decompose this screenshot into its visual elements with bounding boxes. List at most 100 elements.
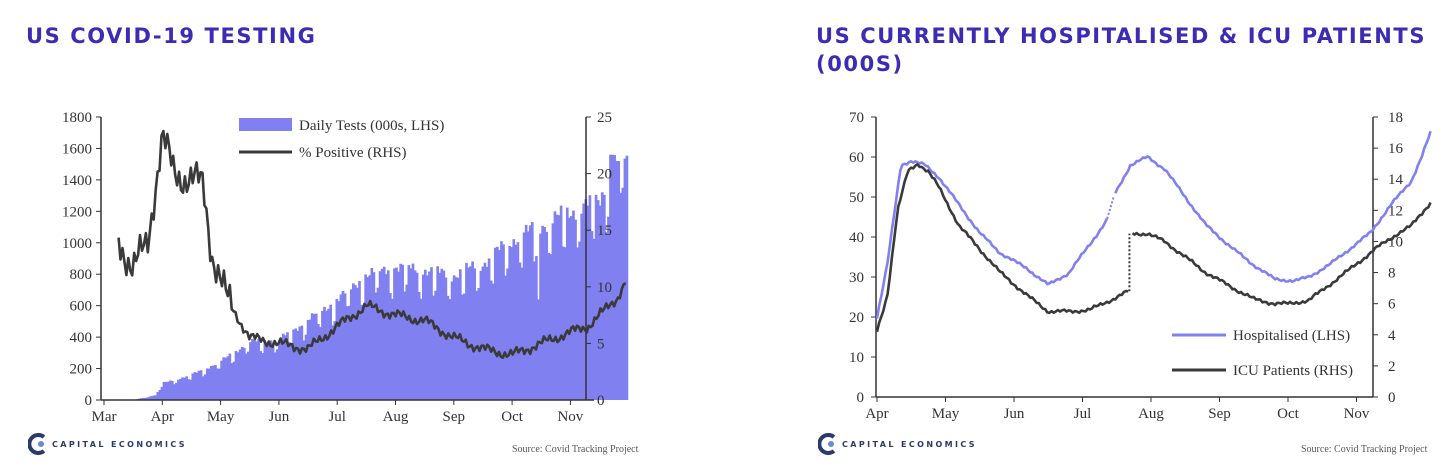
bar-daily-tests: [578, 241, 581, 400]
bar-daily-tests: [321, 310, 324, 400]
bar-daily-tests: [537, 299, 540, 400]
bar-daily-tests: [261, 353, 265, 400]
y-left-tick-label: 1000: [62, 236, 92, 252]
line-icu: [875, 163, 1129, 333]
bar-daily-tests: [621, 187, 625, 400]
bar-daily-tests: [520, 267, 524, 400]
bar-daily-tests: [310, 313, 314, 400]
bar-daily-tests: [267, 343, 271, 400]
x-tick-label: Aug: [383, 409, 409, 425]
y-left-tick-label: 200: [70, 362, 93, 378]
bar-daily-tests: [430, 267, 433, 400]
bar-daily-tests: [331, 325, 335, 400]
x-tick-label: May: [932, 406, 960, 422]
bar-daily-tests: [341, 290, 345, 400]
bar-daily-tests: [407, 265, 411, 400]
bar-daily-tests: [368, 275, 372, 400]
bar-daily-tests: [162, 381, 166, 400]
bar-daily-tests: [493, 247, 497, 400]
bar-daily-tests: [164, 381, 168, 400]
y-right-tick-label: 16: [1388, 141, 1404, 157]
bar-daily-tests: [557, 215, 561, 400]
bar-daily-tests: [302, 340, 306, 400]
bar-daily-tests: [605, 232, 608, 400]
bar-daily-tests: [212, 365, 215, 400]
bar-daily-tests: [370, 267, 374, 400]
bar-daily-tests: [236, 352, 240, 400]
capital-economics-logo-icon: [28, 433, 46, 455]
bar-daily-tests: [140, 398, 143, 400]
bar-daily-tests: [483, 262, 487, 400]
bar-daily-tests: [177, 379, 180, 400]
bar-daily-tests: [232, 361, 236, 400]
bar-daily-tests: [598, 205, 602, 400]
bar-daily-tests: [434, 290, 437, 400]
bar-daily-tests: [596, 200, 600, 400]
bar-daily-tests: [244, 353, 248, 400]
bar-daily-tests: [376, 287, 380, 400]
bar-daily-tests: [588, 195, 592, 400]
bar-daily-tests: [582, 203, 586, 400]
bar-daily-tests: [323, 306, 326, 400]
x-tick-label: Mar: [92, 409, 117, 425]
x-tick-label: Sep: [443, 409, 466, 425]
bar-daily-tests: [358, 280, 361, 400]
bar-daily-tests: [191, 373, 195, 400]
bar-daily-tests: [253, 339, 256, 400]
bar-daily-tests: [563, 247, 567, 400]
bar-daily-tests: [181, 377, 184, 400]
legend-label-hosp: Hospitalised (LHS): [1233, 328, 1350, 344]
line-hospitalised: [875, 160, 1109, 319]
bar-daily-tests: [465, 262, 468, 400]
bar-daily-tests: [446, 295, 450, 400]
bar-daily-tests: [329, 304, 332, 400]
bar-daily-tests: [222, 357, 226, 400]
bar-daily-tests: [214, 365, 217, 400]
bar-daily-tests: [179, 378, 182, 400]
bar-daily-tests: [288, 342, 291, 400]
bar-daily-tests: [279, 337, 283, 400]
bar-daily-tests: [467, 267, 470, 400]
bar-daily-tests: [314, 313, 318, 400]
bar-daily-tests: [516, 242, 520, 400]
bar-daily-tests: [308, 319, 312, 400]
bar-daily-tests: [524, 224, 528, 400]
bar-daily-tests: [553, 211, 557, 400]
bar-daily-tests: [426, 275, 429, 400]
bar-daily-tests: [397, 271, 400, 400]
bar-daily-tests: [316, 323, 320, 400]
testing-axes: 0 200 400 600 800 1000 1200 1400 1600 1800 0 5 10 15 2…: [62, 110, 612, 425]
bar-daily-tests: [183, 377, 186, 400]
bar-daily-tests: [197, 370, 201, 400]
bar-daily-tests: [378, 271, 382, 400]
y-right-tick-label: 0: [597, 393, 605, 409]
x-tick-label: Nov: [557, 409, 583, 425]
bar-daily-tests: [205, 368, 209, 400]
bar-daily-tests: [415, 272, 419, 400]
bar-daily-tests: [386, 270, 390, 400]
bar-daily-tests: [255, 341, 258, 400]
bar-daily-tests: [485, 266, 489, 400]
bar-daily-tests: [539, 233, 542, 400]
bar-daily-tests: [417, 291, 421, 400]
bar-daily-tests: [613, 155, 616, 400]
y-left-tick-label: 50: [849, 190, 864, 206]
bar-daily-tests: [230, 363, 234, 400]
bar-daily-tests: [349, 289, 353, 400]
x-tick-label: Apr: [151, 409, 174, 425]
y-left-tick-label: 70: [849, 110, 864, 126]
y-right-tick-label: 25: [597, 110, 612, 126]
bar-daily-tests: [611, 154, 614, 400]
bar-daily-tests: [395, 267, 398, 400]
bar-daily-tests: [269, 340, 273, 400]
bar-daily-tests: [533, 261, 536, 400]
bar-daily-tests: [545, 231, 549, 400]
bar-daily-tests: [432, 295, 435, 400]
bar-daily-tests: [551, 223, 555, 400]
bar-daily-tests: [339, 294, 343, 400]
bar-daily-tests: [298, 326, 302, 400]
y-left-tick-label: 30: [849, 270, 864, 286]
bar-daily-tests: [207, 368, 211, 400]
